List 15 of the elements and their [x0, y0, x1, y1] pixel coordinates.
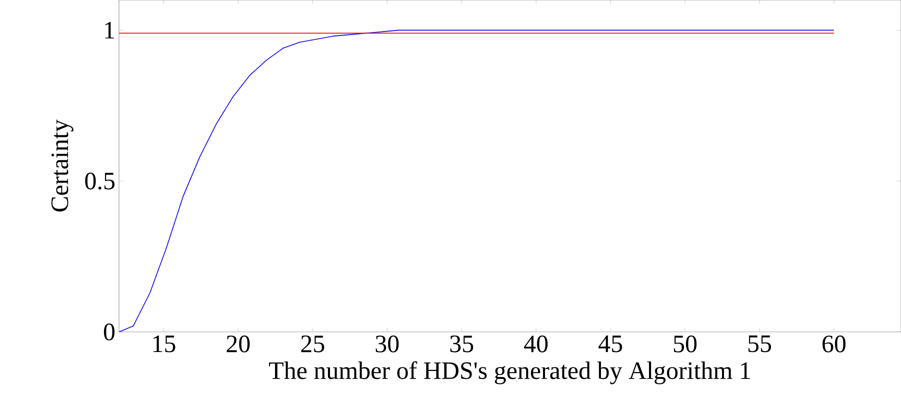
x-axis-title: The number of HDS's generated by Algorithm 1	[269, 361, 750, 384]
x-tick-label: 50	[674, 336, 697, 352]
y-tick-label: 1	[105, 22, 114, 38]
y-tick-label: 0	[104, 324, 115, 340]
y-axis-title: Certainty	[51, 120, 74, 212]
x-tick-label: 35	[450, 336, 474, 352]
x-tick-label: 20	[226, 336, 250, 352]
x-tick-label: 25	[301, 336, 324, 352]
y-tick-label: 0.5	[85, 172, 115, 190]
x-tick-label: 30	[376, 336, 399, 352]
x-tick-label: 55	[748, 336, 772, 352]
x-tick-label: 45	[598, 336, 622, 352]
x-tick-label: 15	[153, 336, 176, 352]
x-tick-label: 60	[822, 336, 846, 352]
x-tick-label: 40	[524, 336, 548, 352]
